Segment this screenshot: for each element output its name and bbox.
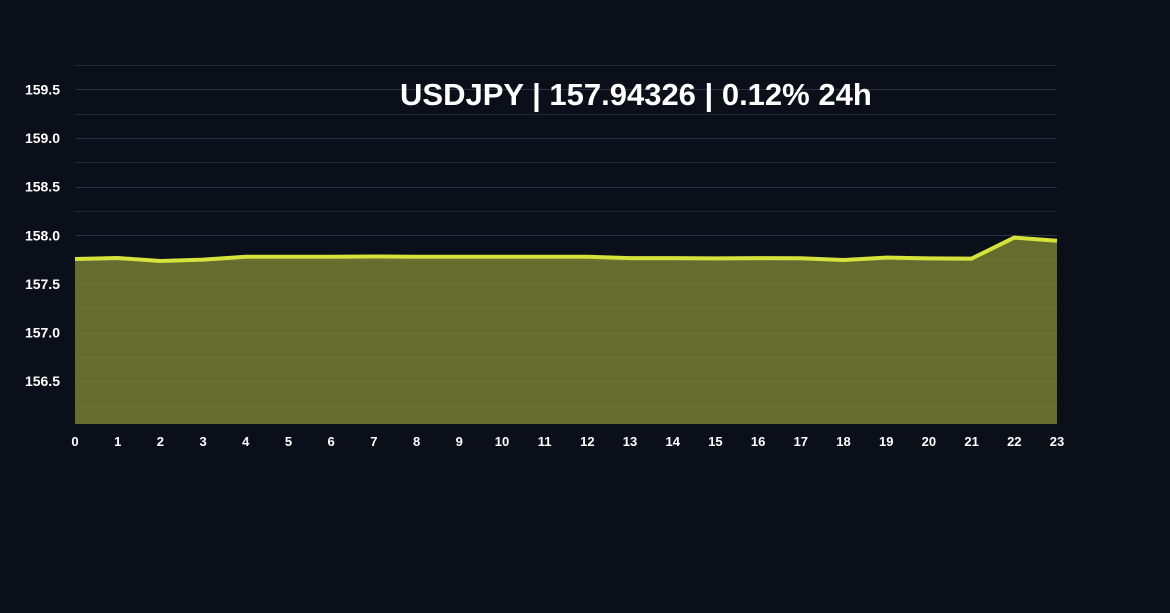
x-tick-label: 6 [328,434,335,449]
x-tick-label: 20 [922,434,936,449]
x-tick-label: 4 [242,434,250,449]
price-line [74,235,1058,263]
x-tick-label: 13 [623,434,637,449]
x-tick-label: 18 [836,434,850,449]
y-tick-label: 157.0 [25,325,60,341]
y-tick-label: 156.5 [25,373,60,389]
x-tick-label: 17 [794,434,808,449]
x-tick-label: 3 [199,434,206,449]
x-tick-label: 7 [370,434,377,449]
y-tick-label: 158.0 [25,227,60,243]
y-tick-label: 159.5 [25,81,60,97]
x-tick-label: 14 [666,434,681,449]
x-tick-label: 11 [538,434,552,449]
x-tick-label: 12 [580,434,594,449]
x-tick-label: 16 [751,434,765,449]
x-tick-label: 1 [114,434,121,449]
y-tick-label: 157.5 [25,276,60,292]
y-tick-label: 158.5 [25,179,60,195]
x-tick-label: 5 [285,434,292,449]
x-tick-label: 10 [495,434,509,449]
y-tick-label: 159.0 [25,130,60,146]
y-axis: 156.5 157.0 157.5 158.0 158.5 159.0 159.5 [25,81,60,389]
x-tick-label: 8 [413,434,420,449]
x-tick-label: 23 [1050,434,1064,449]
x-axis: 0 1 2 3 4 5 6 7 8 9 10 11 12 13 14 15 16 17 18 19 20 21 22 23 [71,434,1064,449]
area-fill [75,237,1057,424]
x-tick-label: 19 [879,434,893,449]
x-tick-label: 22 [1007,434,1021,449]
x-tick-label: 2 [157,434,164,449]
x-tick-label: 15 [708,434,722,449]
x-tick-label: 21 [964,434,978,449]
grid-lines-overlay [75,65,1057,407]
x-tick-label: 9 [456,434,463,449]
chart-title: USDJPY | 157.94326 | 0.12% 24h [400,77,872,112]
x-tick-label: 0 [71,434,78,449]
